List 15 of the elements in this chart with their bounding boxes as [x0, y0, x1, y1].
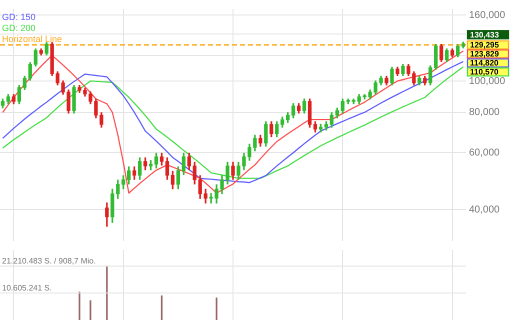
text: 130,433: [470, 30, 499, 40]
text: GD: 200: [2, 22, 36, 33]
data-label: 114,820: [470, 58, 500, 68]
y-tick-label: 40,000: [469, 204, 500, 216]
annotation: 21.210.483 S. / 908,7 Mio.: [2, 256, 96, 266]
data-label: 123,829: [470, 50, 500, 59]
text: 129,295: [470, 40, 500, 50]
annotation: 10.605.241 S.: [2, 283, 52, 292]
text: GD: 150: [2, 12, 36, 22]
y-tick-label: 160,000: [469, 10, 506, 21]
ref-line-label: Horizontal Line: [2, 34, 62, 44]
y-tick-label: 60,000: [469, 147, 500, 158]
y-tick-label: 100,000: [469, 76, 506, 87]
y-tick-label: 80,000: [469, 107, 500, 118]
data-label: 110,570: [470, 68, 500, 77]
